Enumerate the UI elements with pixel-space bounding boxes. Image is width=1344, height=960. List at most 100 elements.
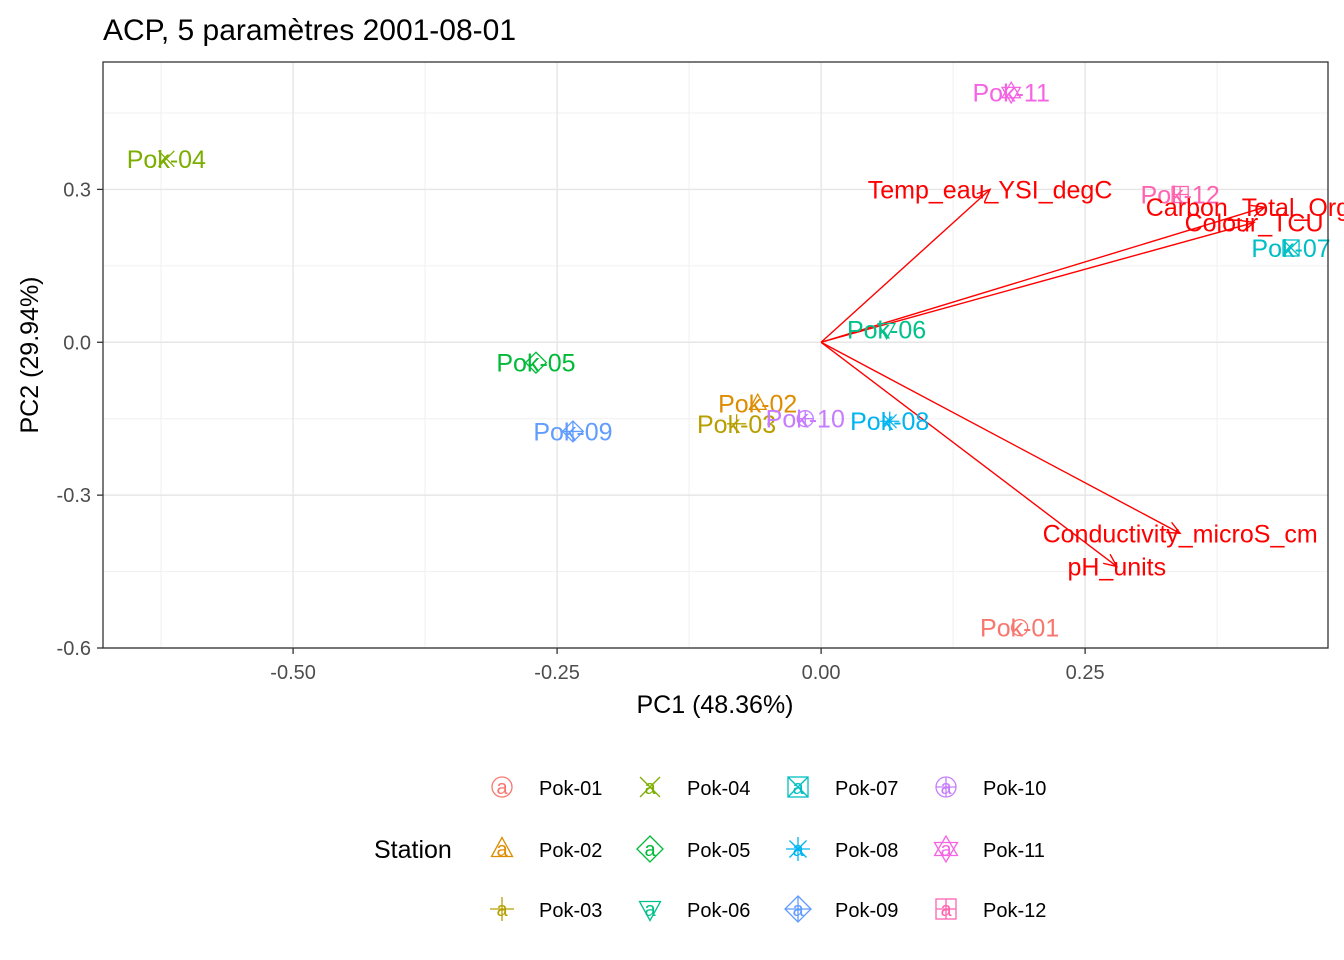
legend-label: Pok-01 bbox=[539, 778, 602, 800]
legend-item: a Pok-12 bbox=[935, 898, 1046, 922]
legend-label: Pok-10 bbox=[983, 778, 1046, 800]
legend-item: a Pok-06 bbox=[638, 899, 750, 922]
loading-label: Conductivity_microS_cm bbox=[1043, 520, 1318, 548]
station-point: Pok-03 bbox=[697, 411, 776, 439]
legend-label: Pok-09 bbox=[835, 900, 898, 922]
legend-label: Pok-05 bbox=[687, 840, 750, 862]
loading-label: pH_units bbox=[1067, 553, 1166, 581]
legend-item: a Pok-01 bbox=[491, 776, 602, 800]
legend-key: a bbox=[639, 776, 661, 799]
legend-item: a Pok-07 bbox=[787, 776, 898, 800]
station-point: Pok-02 bbox=[718, 390, 797, 418]
x-tick-label: 0.00 bbox=[802, 662, 841, 684]
legend-items: a Pok-01 a Pok-02 a Pok-03 a Pok-04 a Pok-05 a Pok-… bbox=[490, 776, 1046, 923]
loading-labels: Temp_eau_YSI_degC Carbon_Total_OrganiColo… bbox=[868, 176, 1344, 581]
point-label: Pok-10 bbox=[766, 406, 845, 434]
station-point: Pok-12 bbox=[1141, 181, 1220, 209]
legend-key-glyph: a bbox=[496, 899, 508, 921]
loading-arrow bbox=[820, 219, 1256, 343]
legend-label: Pok-02 bbox=[539, 840, 602, 862]
loading-arrow bbox=[820, 341, 1119, 568]
legend-key-glyph: a bbox=[792, 839, 804, 861]
station-point: Pok-05 bbox=[496, 350, 575, 378]
point-label: Pok-01 bbox=[980, 615, 1059, 643]
loading-arrow bbox=[820, 341, 1182, 535]
legend-key: a bbox=[784, 895, 812, 923]
x-tick-label: 0.25 bbox=[1066, 662, 1105, 684]
legend-item: a Pok-11 bbox=[933, 834, 1045, 864]
y-tick-label: 0.3 bbox=[63, 179, 91, 201]
legend: Station a Pok-01 a Pok-02 a Pok-03 a Pok-04 a Pok… bbox=[374, 776, 1046, 923]
legend-label: Pok-07 bbox=[835, 778, 898, 800]
point-label: Pok-07 bbox=[1251, 235, 1330, 263]
x-tick-label: -0.50 bbox=[270, 662, 316, 684]
loading-label: Colour_TCU bbox=[1185, 210, 1324, 238]
legend-item: a Pok-10 bbox=[935, 776, 1046, 800]
point-label: Pok-08 bbox=[850, 408, 929, 436]
station-point: Pok-04 bbox=[127, 146, 206, 174]
legend-key-glyph: a bbox=[644, 777, 656, 799]
station-point: Pok-07 bbox=[1251, 235, 1330, 263]
legend-label: Pok-03 bbox=[539, 900, 602, 922]
legend-item: a Pok-02 bbox=[490, 836, 602, 862]
legend-item: a Pok-04 bbox=[639, 776, 750, 800]
legend-label: Pok-11 bbox=[983, 840, 1045, 862]
y-tick-label: -0.6 bbox=[57, 638, 91, 660]
station-point: Pok-11 bbox=[973, 80, 1050, 108]
station-point: Pok-08 bbox=[850, 408, 929, 436]
legend-key: a bbox=[636, 835, 664, 863]
legend-key-glyph: a bbox=[496, 777, 508, 799]
legend-label: Pok-08 bbox=[835, 840, 898, 862]
x-axis-title: PC1 (48.36%) bbox=[636, 691, 793, 719]
loading-arrow bbox=[820, 204, 1267, 343]
y-axis-title: PC2 (29.94%) bbox=[16, 276, 44, 433]
point-label: Pok-06 bbox=[847, 317, 926, 345]
legend-key: a bbox=[787, 776, 809, 799]
point-label: Pok-09 bbox=[533, 418, 612, 446]
y-tick-label: 0.0 bbox=[63, 332, 91, 354]
station-point: Pok-10 bbox=[766, 406, 845, 434]
station-point: Pok-01 bbox=[980, 615, 1059, 643]
loading-arrows bbox=[820, 188, 1267, 568]
legend-key-glyph: a bbox=[792, 777, 804, 799]
legend-item: a Pok-03 bbox=[490, 897, 602, 922]
point-label: Pok-03 bbox=[697, 411, 776, 439]
loading-label: Temp_eau_YSI_degC bbox=[868, 176, 1113, 204]
legend-key-glyph: a bbox=[940, 839, 952, 861]
point-label: Pok-02 bbox=[718, 390, 797, 418]
legend-key: a bbox=[490, 897, 514, 921]
point-label: Pok-11 bbox=[973, 80, 1050, 108]
legend-item: a Pok-09 bbox=[784, 895, 898, 923]
legend-key: a bbox=[933, 834, 959, 864]
y-tick-label: -0.3 bbox=[57, 485, 91, 507]
legend-key: a bbox=[786, 837, 810, 861]
legend-key: a bbox=[935, 898, 957, 921]
loading-arrow bbox=[820, 188, 992, 343]
legend-key-glyph: a bbox=[496, 839, 508, 861]
station-point: Pok-09 bbox=[533, 418, 612, 446]
point-label: Pok-12 bbox=[1141, 181, 1220, 209]
legend-key: a bbox=[935, 776, 957, 799]
legend-key-glyph: a bbox=[644, 899, 656, 921]
legend-item: a Pok-08 bbox=[786, 837, 898, 862]
station-point: Pok-06 bbox=[847, 317, 926, 345]
legend-key-glyph: a bbox=[792, 899, 804, 921]
y-axis-ticks: -0.6 -0.3 0.0 0.3 bbox=[57, 179, 103, 660]
legend-key-glyph: a bbox=[940, 777, 952, 799]
legend-item: a Pok-05 bbox=[636, 835, 750, 863]
point-label: Pok-04 bbox=[127, 146, 206, 174]
x-tick-label: -0.25 bbox=[534, 662, 580, 684]
legend-label: Pok-06 bbox=[687, 900, 750, 922]
legend-key-glyph: a bbox=[940, 899, 952, 921]
point-label: Pok-05 bbox=[496, 350, 575, 378]
x-axis-ticks: -0.50 -0.25 0.00 0.25 bbox=[270, 648, 1105, 684]
legend-label: Pok-04 bbox=[687, 778, 750, 800]
legend-key: a bbox=[490, 836, 514, 861]
legend-label: Pok-12 bbox=[983, 900, 1046, 922]
panel-border bbox=[102, 61, 1329, 649]
loading-label: Carbon_Total_Organi bbox=[1146, 194, 1344, 222]
legend-title: Station bbox=[374, 836, 452, 864]
